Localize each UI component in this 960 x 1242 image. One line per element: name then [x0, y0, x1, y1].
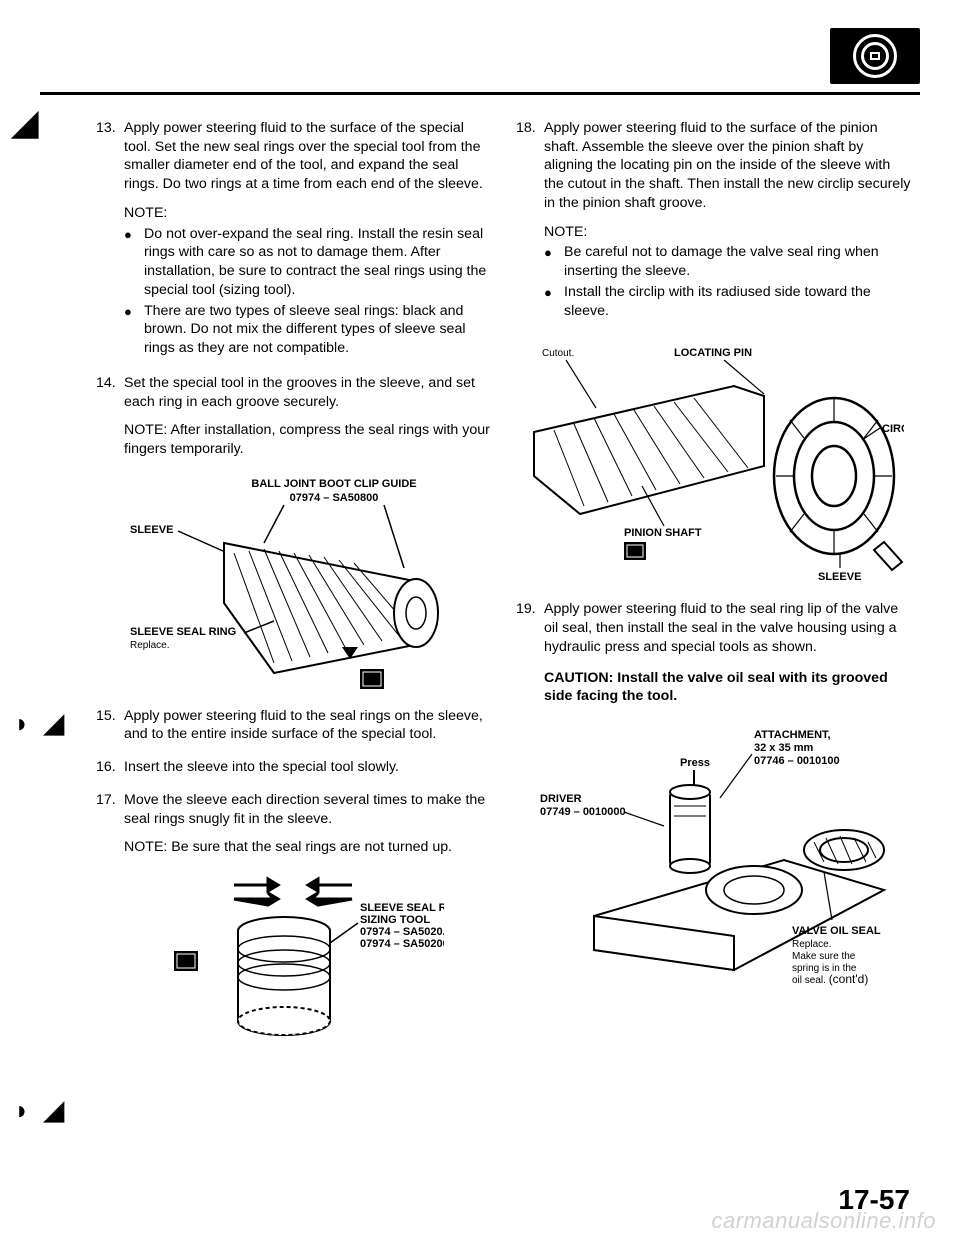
step-note: NOTE: After installation, compress the s… — [124, 421, 492, 458]
bullet-text: Be careful not to damage the valve seal … — [564, 243, 912, 280]
fig-label-valve: VALVE OIL SEAL — [792, 925, 881, 937]
header — [40, 28, 920, 84]
step-text: Apply power steering fluid to the surfac… — [124, 119, 492, 194]
fig-label-press: Press — [680, 757, 710, 769]
step-number: 16. — [96, 758, 124, 777]
step-14: 14. Set the special tool in the grooves … — [96, 374, 492, 459]
figure-valve-seal-press: ATTACHMENT, 32 x 35 mm 07746 – 0010100 P… — [516, 720, 912, 1000]
step-text: Apply power steering fluid to the surfac… — [544, 119, 912, 213]
bullet-icon: ● — [544, 283, 564, 320]
step-text: Set the special tool in the grooves in t… — [124, 374, 492, 411]
fig-label-valve-sub: oil seal. (cont'd) — [792, 972, 868, 986]
bullet-icon: ● — [124, 225, 144, 300]
fig-label-cutout: Cutout. — [542, 348, 574, 359]
fig-label-sizing-tool: SLEEVE SEAL RINGSIZING TOOL — [360, 902, 444, 926]
step-19: 19. Apply power steering fluid to the se… — [516, 600, 912, 706]
fig-label-valve-sub: Replace. — [792, 939, 831, 950]
step-13: 13. Apply power steering fluid to the su… — [96, 119, 492, 360]
fig-label-guide-pn: 07974 – SA50800 — [290, 492, 379, 504]
fig-label-pn1: 07974 – SA5020A or — [360, 926, 444, 938]
fig-label-ring: SLEEVE SEAL RING — [130, 626, 236, 638]
fig-label-circlip: CIRCLIP — [882, 423, 904, 435]
note-bullet: ● Do not over-expand the seal ring. Inst… — [124, 225, 492, 300]
header-rule — [40, 92, 920, 95]
page-tab-mark-mid: ◗◢ — [14, 708, 64, 739]
step-number: 19. — [516, 600, 544, 706]
bullet-text: Do not over-expand the seal ring. Instal… — [144, 225, 492, 300]
watermark: carmanualsonline.info — [711, 1208, 936, 1234]
fig-label-ring-sub: Replace. — [130, 640, 169, 651]
bullet-icon: ● — [124, 302, 144, 358]
left-column: 13. Apply power steering fluid to the su… — [96, 119, 492, 1065]
figure-sizing-tool: SLEEVE SEAL RINGSIZING TOOL 07974 – SA50… — [96, 871, 492, 1051]
fig-label-pinion: PINION SHAFT — [624, 527, 702, 539]
fig-label-attachment-sz: 32 x 35 mm — [754, 742, 814, 754]
caution: CAUTION: Install the valve oil seal with… — [544, 669, 912, 706]
bullet-text: There are two types of sleeve seal rings… — [144, 302, 492, 358]
caution-label: CAUTION: — [544, 670, 613, 686]
fig-label-attachment: ATTACHMENT, — [754, 729, 831, 741]
fig-label-pn2: 07974 – SA50200 — [360, 938, 444, 950]
step-16: 16. Insert the sleeve into the special t… — [96, 758, 492, 777]
note-label: NOTE: — [124, 204, 492, 223]
fig-label-sleeve: SLEEVE — [130, 524, 173, 536]
right-column: 18. Apply power steering fluid to the su… — [516, 119, 912, 1065]
step-note: NOTE: Be sure that the seal rings are no… — [124, 838, 492, 857]
step-text: Insert the sleeve into the special tool … — [124, 758, 492, 777]
figure-sleeve-guide: BALL JOINT BOOT CLIP GUIDE 07974 – SA508… — [96, 473, 492, 693]
note-bullet: ● Be careful not to damage the valve sea… — [544, 243, 912, 280]
step-number: 17. — [96, 791, 124, 857]
step-17: 17. Move the sleeve each direction sever… — [96, 791, 492, 857]
page-tab-mark-top: ◢ — [12, 106, 38, 140]
note-label: NOTE: — [544, 223, 912, 242]
note-bullet: ● Install the circlip with its radiused … — [544, 283, 912, 320]
step-number: 14. — [96, 374, 124, 459]
fig-label-sleeve: SLEEVE — [818, 571, 861, 583]
fig-label-guide: BALL JOINT BOOT CLIP GUIDE — [251, 478, 416, 490]
step-15: 15. Apply power steering fluid to the se… — [96, 707, 492, 744]
step-text: Apply power steering fluid to the seal r… — [544, 600, 912, 656]
step-text: Move the sleeve each direction several t… — [124, 791, 492, 828]
bullet-text: Install the circlip with its radiused si… — [564, 283, 912, 320]
fig-label-attachment-pn: 07746 – 0010100 — [754, 755, 840, 767]
figure-pinion-shaft: Cutout. LOCATING PIN — [516, 336, 912, 586]
step-18: 18. Apply power steering fluid to the su… — [516, 119, 912, 322]
page-tab-mark-bot: ◗◢ — [14, 1095, 64, 1126]
note-bullet: ● There are two types of sleeve seal rin… — [124, 302, 492, 358]
step-number: 13. — [96, 119, 124, 360]
fig-label-locating: LOCATING PIN — [674, 347, 752, 359]
step-number: 18. — [516, 119, 544, 322]
manual-icon-badge — [830, 28, 920, 84]
bullet-icon: ● — [544, 243, 564, 280]
fig-label-driver: DRIVER — [540, 793, 582, 805]
step-number: 15. — [96, 707, 124, 744]
fig-label-valve-sub: Make sure the — [792, 951, 856, 962]
step-text: Apply power steering fluid to the seal r… — [124, 707, 492, 744]
fig-label-driver-pn: 07749 – 0010000 — [540, 806, 626, 818]
